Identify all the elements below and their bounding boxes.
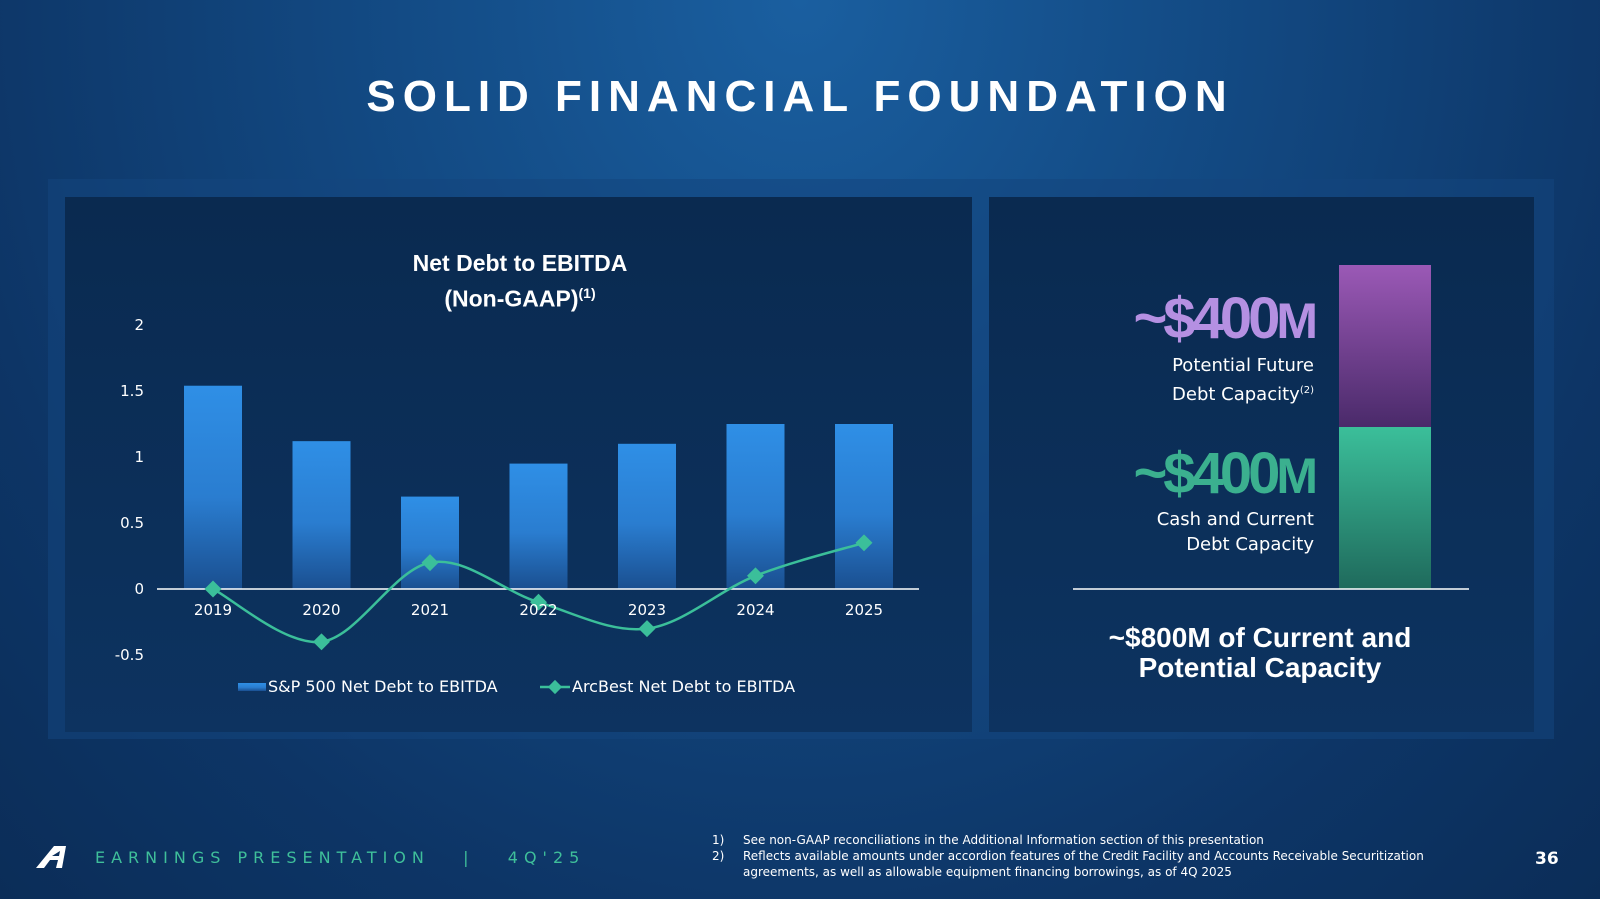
- bar-2020: [292, 441, 351, 589]
- legend-bar-swatch: [238, 683, 266, 691]
- x-tick-label: 2023: [628, 601, 666, 619]
- bar-2025: [835, 424, 893, 589]
- arcbest-point-2022: [530, 593, 547, 611]
- arcbest-point-2023: [638, 620, 656, 638]
- y-tick-label: -0.5: [115, 646, 144, 664]
- y-axis-ticks: 2 1.5 1 0.5 0 -0.5: [115, 316, 144, 664]
- footnote-2: 2) Reflects available amounts under accor…: [712, 849, 1424, 879]
- legend-diamond-icon: [547, 679, 563, 695]
- footnotes: 1) See non-GAAP reconciliations in the Ad…: [712, 832, 1502, 880]
- legend-arcbest: ArcBest Net Debt to EBITDA: [572, 677, 795, 696]
- slide-title: SOLID FINANCIAL FOUNDATION: [366, 72, 1234, 121]
- current-capacity-value: ~$400M: [1133, 441, 1318, 506]
- capacity-panel: [989, 197, 1534, 732]
- arcbest-point-2021: [421, 554, 439, 572]
- arcbest-point-2024: [747, 567, 764, 585]
- chart-title-footnote: (1): [578, 285, 596, 301]
- future-capacity-value: ~$400M: [1133, 286, 1318, 351]
- arcbest-logo-icon: [36, 846, 66, 868]
- y-tick-label: 0: [134, 580, 144, 598]
- bar-2021: [401, 496, 459, 589]
- y-tick-label: 1.5: [120, 382, 144, 400]
- capacity-summary: ~$800M of Current and Potential Capacity: [1108, 622, 1412, 683]
- y-tick-label: 2: [134, 316, 144, 334]
- arcbest-point-2019: [204, 580, 222, 598]
- chart-title-line1: Net Debt to EBITDA: [412, 250, 628, 276]
- bar-series: [184, 385, 893, 589]
- footer-label: EARNINGS PRESENTATION | 4Q'25: [95, 848, 586, 867]
- x-tick-label: 2021: [411, 601, 449, 619]
- arcbest-point-2020: [313, 633, 330, 651]
- x-tick-label: 2024: [736, 601, 774, 619]
- future-capacity-footnote: (2): [1299, 385, 1314, 396]
- x-axis-ticks: 2019 2020 2021 2022 2023 2024 2025: [194, 601, 883, 619]
- capacity-bar-future: [1339, 265, 1431, 427]
- line-markers: [204, 534, 873, 651]
- bar-2019: [184, 385, 242, 589]
- bar-2022: [509, 463, 568, 589]
- arcbest-point-2025: [855, 534, 873, 552]
- x-tick-label: 2019: [194, 601, 232, 619]
- page-number: 36: [1535, 849, 1559, 869]
- chart-subtitle: (Non-GAAP): [444, 285, 579, 312]
- y-tick-label: 0.5: [120, 514, 144, 532]
- bar-2024: [726, 424, 785, 589]
- current-capacity-label: Cash and Current Debt Capacity: [1156, 509, 1314, 555]
- x-tick-label: 2020: [302, 601, 340, 619]
- bar-2023: [618, 443, 676, 589]
- x-tick-label: 2022: [519, 601, 557, 619]
- footnote-1: 1) See non-GAAP reconciliations in the Ad…: [712, 833, 1264, 847]
- legend-sp500: S&P 500 Net Debt to EBITDA: [268, 677, 498, 696]
- chart-title: Net Debt to EBITDA (Non-GAAP)(1): [0, 248, 1040, 314]
- x-tick-label: 2025: [845, 601, 883, 619]
- capacity-bar-current: [1339, 427, 1431, 589]
- y-tick-label: 1: [134, 448, 144, 466]
- future-capacity-label: Potential Future Debt Capacity(2): [1172, 355, 1314, 405]
